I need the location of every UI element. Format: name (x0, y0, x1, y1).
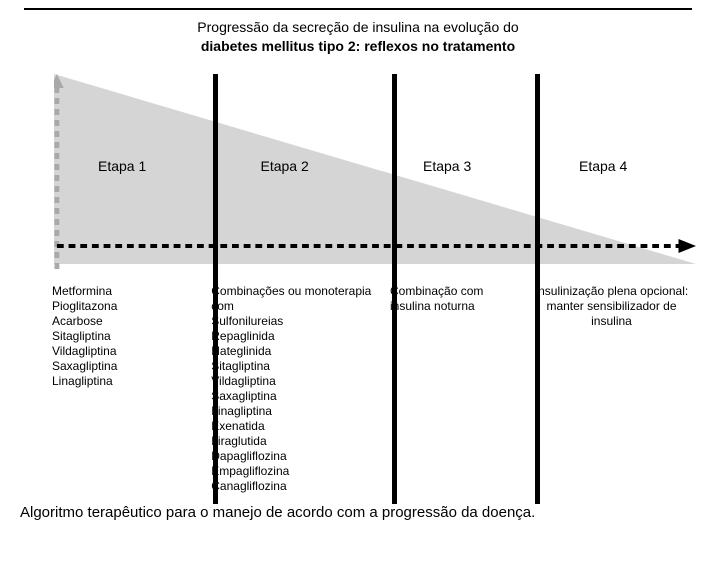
treatment-item: Nateglinida (211, 344, 378, 359)
stage-label-3: Etapa 3 (423, 158, 471, 174)
treatment-item: Saxagliptina (211, 389, 378, 404)
stage-label-1: Etapa 1 (98, 158, 146, 174)
treatment-item: Pioglitazona (52, 299, 199, 314)
stage-label-2: Etapa 2 (261, 158, 309, 174)
treatment-columns: MetforminaPioglitazonaAcarboseSitaglipti… (46, 280, 696, 494)
treatment-item: Linagliptina (211, 404, 378, 419)
treatment-item: Repaglinida (211, 329, 378, 344)
treatment-item: Sitagliptina (211, 359, 378, 374)
stage-3-treatments: Combinação com insulina noturna (384, 280, 527, 494)
stage-label-4: Etapa 4 (579, 158, 627, 174)
treatment-item: Vildagliptina (52, 344, 199, 359)
treatment-item: Acarbose (52, 314, 199, 329)
chart-title: Progressão da secreção de insulina na ev… (8, 18, 708, 56)
treatment-item: Sitagliptina (52, 329, 199, 344)
progression-triangle (54, 74, 696, 274)
stage-4-treatments: Insulinização plena opcional: manter sen… (527, 280, 696, 494)
title-line-1: Progressão da secreção de insulina na ev… (8, 18, 708, 37)
treatment-item: Dapagliflozina (211, 449, 378, 464)
chart-area: FUNÇÃO DA CÉLULA Etapa 1Etapa 2Etapa 3Et… (46, 74, 696, 274)
treatment-item: Vildagliptina (211, 374, 378, 389)
stage-divider-1 (213, 74, 218, 504)
treatment-item: Exenatida (211, 419, 378, 434)
stage-divider-3 (535, 74, 540, 504)
title-line-2: diabetes mellitus tipo 2: reflexos no tr… (8, 37, 708, 56)
treatment-item: Empagliflozina (211, 464, 378, 479)
treatment-item: Metformina (52, 284, 199, 299)
treatment-item: Liraglutida (211, 434, 378, 449)
treatment-item: Saxagliptina (52, 359, 199, 374)
x-axis-arrow (678, 239, 696, 253)
treatment-item: Sulfonilureias (211, 314, 378, 329)
figure-caption: Algoritmo terapêutico para o manejo de a… (20, 504, 696, 521)
stage-2-header: Combinações ou monoterapia com (211, 284, 378, 314)
stage-1-treatments: MetforminaPioglitazonaAcarboseSitaglipti… (46, 280, 205, 494)
stage-2-treatments: Combinações ou monoterapia comSulfonilur… (205, 280, 384, 494)
stage-divider-2 (392, 74, 397, 504)
top-rule (24, 8, 692, 10)
treatment-item: Linagliptina (52, 374, 199, 389)
treatment-item: Canagliflozina (211, 479, 378, 494)
